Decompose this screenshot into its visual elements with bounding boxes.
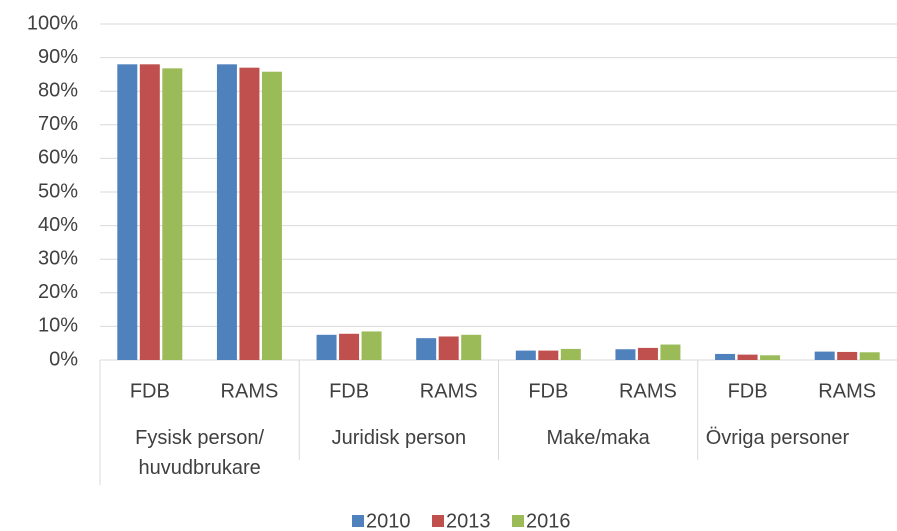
y-tick-label: 20% [38, 281, 78, 303]
bar [837, 351, 858, 360]
bar [239, 67, 260, 361]
bar [139, 64, 160, 360]
bar [538, 350, 559, 360]
legend-swatch [432, 515, 444, 527]
x-tick-label: FDB [130, 380, 170, 402]
bar [117, 64, 138, 360]
x-tick-label: FDB [728, 380, 768, 402]
bar [737, 354, 758, 360]
y-tick-label: 80% [38, 79, 78, 101]
group-label: Juridisk person [331, 427, 467, 449]
bar [859, 352, 880, 360]
y-tick-label: 40% [38, 214, 78, 236]
x-tick-label: RAMS [619, 380, 677, 402]
group-label: Make/maka [546, 427, 650, 449]
x-tick-label: FDB [528, 380, 568, 402]
legend-label: 2016 [526, 510, 571, 531]
bar [316, 334, 337, 360]
y-tick-label: 30% [38, 247, 78, 269]
bar [261, 71, 282, 360]
bar [438, 336, 459, 360]
y-tick-label: 50% [38, 180, 78, 202]
y-tick-label: 90% [38, 46, 78, 68]
bar [715, 353, 736, 360]
bar [216, 64, 237, 360]
bar [461, 334, 482, 360]
y-tick-label: 100% [27, 12, 78, 34]
legend-swatch [512, 515, 524, 527]
bar [615, 349, 636, 360]
x-tick-label: RAMS [818, 380, 876, 402]
bar [416, 338, 437, 360]
bar [162, 68, 183, 361]
x-tick-label: RAMS [420, 380, 478, 402]
bar [660, 344, 681, 360]
bar [339, 333, 360, 360]
x-tick-label: FDB [329, 380, 369, 402]
bar [361, 331, 382, 360]
legend-label: 2013 [446, 510, 491, 531]
x-tick-label: RAMS [221, 380, 279, 402]
bar [637, 347, 658, 360]
y-tick-label: 60% [38, 147, 78, 169]
bar [515, 350, 536, 360]
group-label: Övriga personer [705, 427, 850, 449]
y-tick-label: 10% [38, 315, 78, 337]
bar [560, 348, 581, 360]
y-tick-label: 70% [38, 113, 78, 135]
legend-swatch [352, 515, 364, 527]
bar [760, 355, 781, 360]
legend-label: 2010 [366, 510, 411, 531]
group-label: Fysisk person/ huvudbrukare [135, 427, 265, 479]
bar [814, 351, 835, 360]
y-tick-label: 0% [49, 348, 78, 370]
